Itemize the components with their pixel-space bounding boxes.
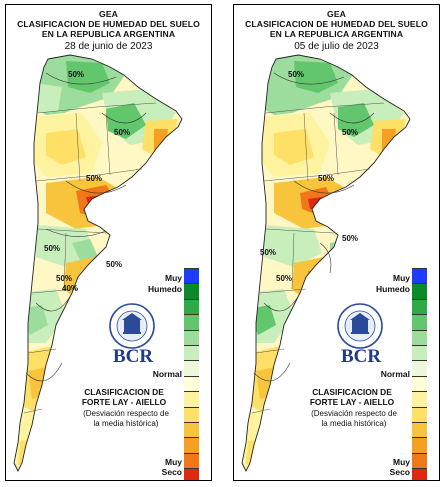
bcr-seal-logo <box>109 303 155 349</box>
argentina-soil-moisture-map: 50% 50% 50% 50% 50% 50% <box>241 54 411 473</box>
bcr-logo-text: BCR <box>112 346 154 367</box>
legend-bottom-label-2: Seco <box>161 467 182 477</box>
legend-swatch <box>184 283 199 299</box>
province-borders <box>23 102 157 414</box>
legend-swatch <box>184 298 199 315</box>
country-border <box>13 54 183 473</box>
legend-top-label-1: Muy <box>165 273 182 283</box>
org-title: GEA <box>327 9 346 19</box>
legend-bottom-label-2: Seco <box>389 467 410 477</box>
legend-swatch <box>184 344 199 361</box>
map-title-line1: CLASIFICACION DE HUMEDAD DEL SUELO <box>17 19 200 29</box>
legend-swatch <box>412 468 427 480</box>
map-title-line2: EN LA REPUBLICA ARGENTINA <box>41 29 176 39</box>
legend-swatch <box>184 375 199 392</box>
legend-swatch <box>184 391 199 407</box>
legend-swatch <box>412 391 427 407</box>
legend-swatch <box>412 298 427 315</box>
legend-swatch <box>412 268 427 284</box>
province-borders <box>251 102 385 414</box>
legend-swatch <box>412 452 427 469</box>
legend-swatch <box>184 360 199 376</box>
map-panel-june-28: GEA CLASIFICACION DE HUMEDAD DEL SUELO E… <box>5 4 212 481</box>
classification-description: (Desviación respecto de la media históri… <box>83 409 169 428</box>
classification-title: CLASIFICACION DE FORTE LAY - AIELLO <box>81 387 167 407</box>
legend-swatch <box>184 406 199 422</box>
map-date: 28 de junio de 2023 <box>64 41 153 52</box>
legend-swatch <box>412 360 427 376</box>
legend-swatch <box>412 314 427 330</box>
legend-color-scale <box>184 268 199 480</box>
contour-label: 50% <box>318 174 334 183</box>
bcr-seal-logo <box>337 303 383 349</box>
contour-label: 50% <box>342 128 358 137</box>
legend-swatch <box>184 329 199 345</box>
legend-swatch <box>184 314 199 330</box>
contour-label: 50% <box>86 174 102 183</box>
legend-mid-label: Normal <box>380 369 410 379</box>
classification-title: CLASIFICACION DE FORTE LAY - AIELLO <box>309 387 395 407</box>
legend-swatch <box>412 344 427 361</box>
legend-swatch <box>412 283 427 299</box>
country-border <box>241 54 411 473</box>
legend-top-label-1: Muy <box>393 273 410 283</box>
contour-label: 40% <box>62 284 78 293</box>
contour-label: 50% <box>288 70 304 79</box>
contour-label: 50% <box>342 234 358 243</box>
legend-top-label-2: Humedo <box>148 284 182 294</box>
contour-label: 50% <box>260 248 276 257</box>
map-date: 05 de julio de 2023 <box>294 41 379 52</box>
contour-label: 50% <box>276 274 292 283</box>
legend-swatch <box>184 421 199 438</box>
classification-description: (Desviación respecto de la media históri… <box>311 409 397 428</box>
legend-swatch <box>184 437 199 453</box>
legend-swatch <box>412 375 427 392</box>
contour-label: 50% <box>114 128 130 137</box>
legend-swatch <box>412 421 427 438</box>
org-title: GEA <box>99 9 118 19</box>
legend-bottom-label-1: Muy <box>165 457 182 467</box>
bcr-logo-text: BCR <box>340 346 382 367</box>
legend-swatch <box>412 329 427 345</box>
legend-top-label-2: Humedo <box>376 284 410 294</box>
argentina-soil-moisture-map: 50% 50% 50% 50% 50% 50% 40% <box>13 54 183 473</box>
legend-bottom-label-1: Muy <box>393 457 410 467</box>
legend-color-scale <box>412 268 427 480</box>
contour-lines <box>253 72 375 382</box>
contour-label: 50% <box>44 244 60 253</box>
contour-label: 50% <box>56 274 72 283</box>
contour-lines <box>25 72 147 382</box>
legend-swatch <box>184 268 199 284</box>
legend-swatch <box>184 468 199 480</box>
legend-swatch <box>184 452 199 469</box>
legend-mid-label: Normal <box>152 369 182 379</box>
map-title-line2: EN LA REPUBLICA ARGENTINA <box>269 29 404 39</box>
map-panel-july-05: GEA CLASIFICACION DE HUMEDAD DEL SUELO E… <box>233 4 440 481</box>
map-title-line1: CLASIFICACION DE HUMEDAD DEL SUELO <box>245 19 428 29</box>
legend-swatch <box>412 406 427 422</box>
legend-swatch <box>412 437 427 453</box>
contour-label: 50% <box>68 70 84 79</box>
contour-label: 50% <box>106 260 122 269</box>
